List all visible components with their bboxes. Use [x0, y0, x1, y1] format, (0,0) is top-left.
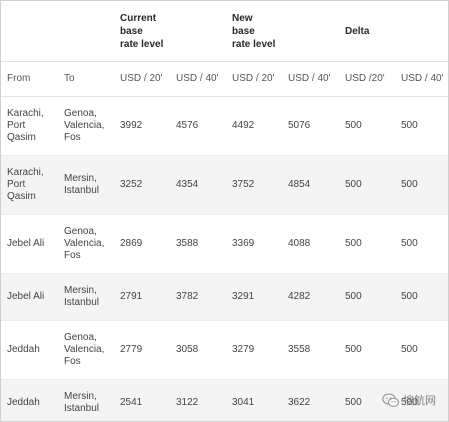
cell-delta-40: 500	[395, 155, 448, 215]
cell-current-40: 3058	[170, 320, 226, 380]
group-header-line: New base rate level	[232, 13, 276, 50]
cell-current-20: 3252	[114, 155, 170, 215]
cell-delta-40: 500	[395, 320, 448, 380]
cell-current-40: 3588	[170, 214, 226, 274]
column-header-current-40: USD / 40'	[170, 60, 226, 97]
cell-current-40: 4354	[170, 155, 226, 215]
cell-new-20: 3752	[226, 155, 282, 215]
table-row: Karachi, Port Qasim Mersin, Istanbul 3252 4…	[1, 155, 448, 215]
cell-delta-40: 500	[395, 273, 448, 321]
column-header-row: From To USD / 20' USD / 40' USD / 20' US…	[1, 60, 448, 97]
group-header-delta: Delta	[339, 1, 395, 61]
cell-to: Genoa, Valencia, Fos	[58, 214, 114, 274]
group-header-empty	[58, 1, 114, 61]
cell-current-20: 2869	[114, 214, 170, 274]
group-header-empty	[170, 1, 226, 61]
cell-new-40: 5076	[282, 96, 339, 156]
cell-delta-20: 500	[339, 214, 395, 274]
cell-delta-20: 500	[339, 155, 395, 215]
column-header-delta-40: USD / 40'	[395, 60, 448, 97]
cell-delta-40: 500	[395, 96, 448, 156]
group-header-line: Delta	[345, 26, 370, 37]
watermark-text: 搜航网	[403, 395, 436, 407]
cell-delta-40: 500	[395, 379, 448, 421]
cell-delta-20: 500	[339, 320, 395, 380]
cell-new-20: 3291	[226, 273, 282, 321]
cell-delta-20: 500	[339, 379, 395, 421]
table-row: Jebel Ali Mersin, Istanbul 2791 3782 3291 428…	[1, 273, 448, 321]
cell-to: Genoa, Valencia, Fos	[58, 96, 114, 156]
cell-new-40: 4854	[282, 155, 339, 215]
group-header-empty	[282, 1, 339, 61]
cell-from: Karachi, Port Qasim	[1, 96, 58, 156]
column-header-new-40: USD / 40'	[282, 60, 339, 97]
cell-to: Mersin, Istanbul	[58, 379, 114, 421]
cell-new-40: 3622	[282, 379, 339, 421]
cell-current-20: 3992	[114, 96, 170, 156]
group-header-empty	[395, 1, 448, 61]
cell-to: Mersin, Istanbul	[58, 155, 114, 215]
column-header-to: To	[58, 60, 114, 97]
group-header-current-rate: Current base rate level	[114, 1, 170, 61]
watermark: 搜航网	[382, 392, 436, 408]
table-row: Jebel Ali Genoa, Valencia, Fos 2869 3588 336…	[1, 214, 448, 274]
cell-current-40: 3782	[170, 273, 226, 321]
group-header-empty	[1, 1, 58, 61]
cell-to: Genoa, Valencia, Fos	[58, 320, 114, 380]
cell-new-20: 3279	[226, 320, 282, 380]
cell-from: Karachi, Port Qasim	[1, 155, 58, 215]
cell-new-20: 4492	[226, 96, 282, 156]
cell-new-20: 3369	[226, 214, 282, 274]
cell-new-40: 4088	[282, 214, 339, 274]
cell-from: Jebel Ali	[1, 214, 58, 274]
column-header-from: From	[1, 60, 58, 97]
cell-from: Jeddah	[1, 379, 58, 421]
cell-to: Mersin, Istanbul	[58, 273, 114, 321]
cell-new-40: 4282	[282, 273, 339, 321]
group-header-row: Current base rate level New base rate le…	[1, 1, 448, 61]
cell-new-20: 3041	[226, 379, 282, 421]
group-header-new-rate: New base rate level	[226, 1, 282, 61]
group-header-line: Current base rate level	[120, 13, 164, 50]
table-row: Jeddah Mersin, Istanbul 2541 3122 3041 3622 50…	[1, 379, 448, 421]
cell-new-40: 3558	[282, 320, 339, 380]
cell-delta-20: 500	[339, 96, 395, 156]
cell-current-40: 4576	[170, 96, 226, 156]
cell-current-20: 2779	[114, 320, 170, 380]
cell-from: Jebel Ali	[1, 273, 58, 321]
wechat-icon	[382, 392, 400, 408]
table-row: Karachi, Port Qasim Genoa, Valencia, Fos 3…	[1, 96, 448, 156]
cell-delta-20: 500	[339, 273, 395, 321]
cell-current-20: 2541	[114, 379, 170, 421]
cell-delta-40: 500	[395, 214, 448, 274]
column-header-current-20: USD / 20'	[114, 60, 170, 97]
column-header-new-20: USD / 20'	[226, 60, 282, 97]
cell-current-40: 3122	[170, 379, 226, 421]
cell-current-20: 2791	[114, 273, 170, 321]
cell-from: Jeddah	[1, 320, 58, 380]
table-row: Jeddah Genoa, Valencia, Fos 2779 3058 3279 35…	[1, 320, 448, 380]
column-header-delta-20: USD /20'	[339, 60, 395, 97]
